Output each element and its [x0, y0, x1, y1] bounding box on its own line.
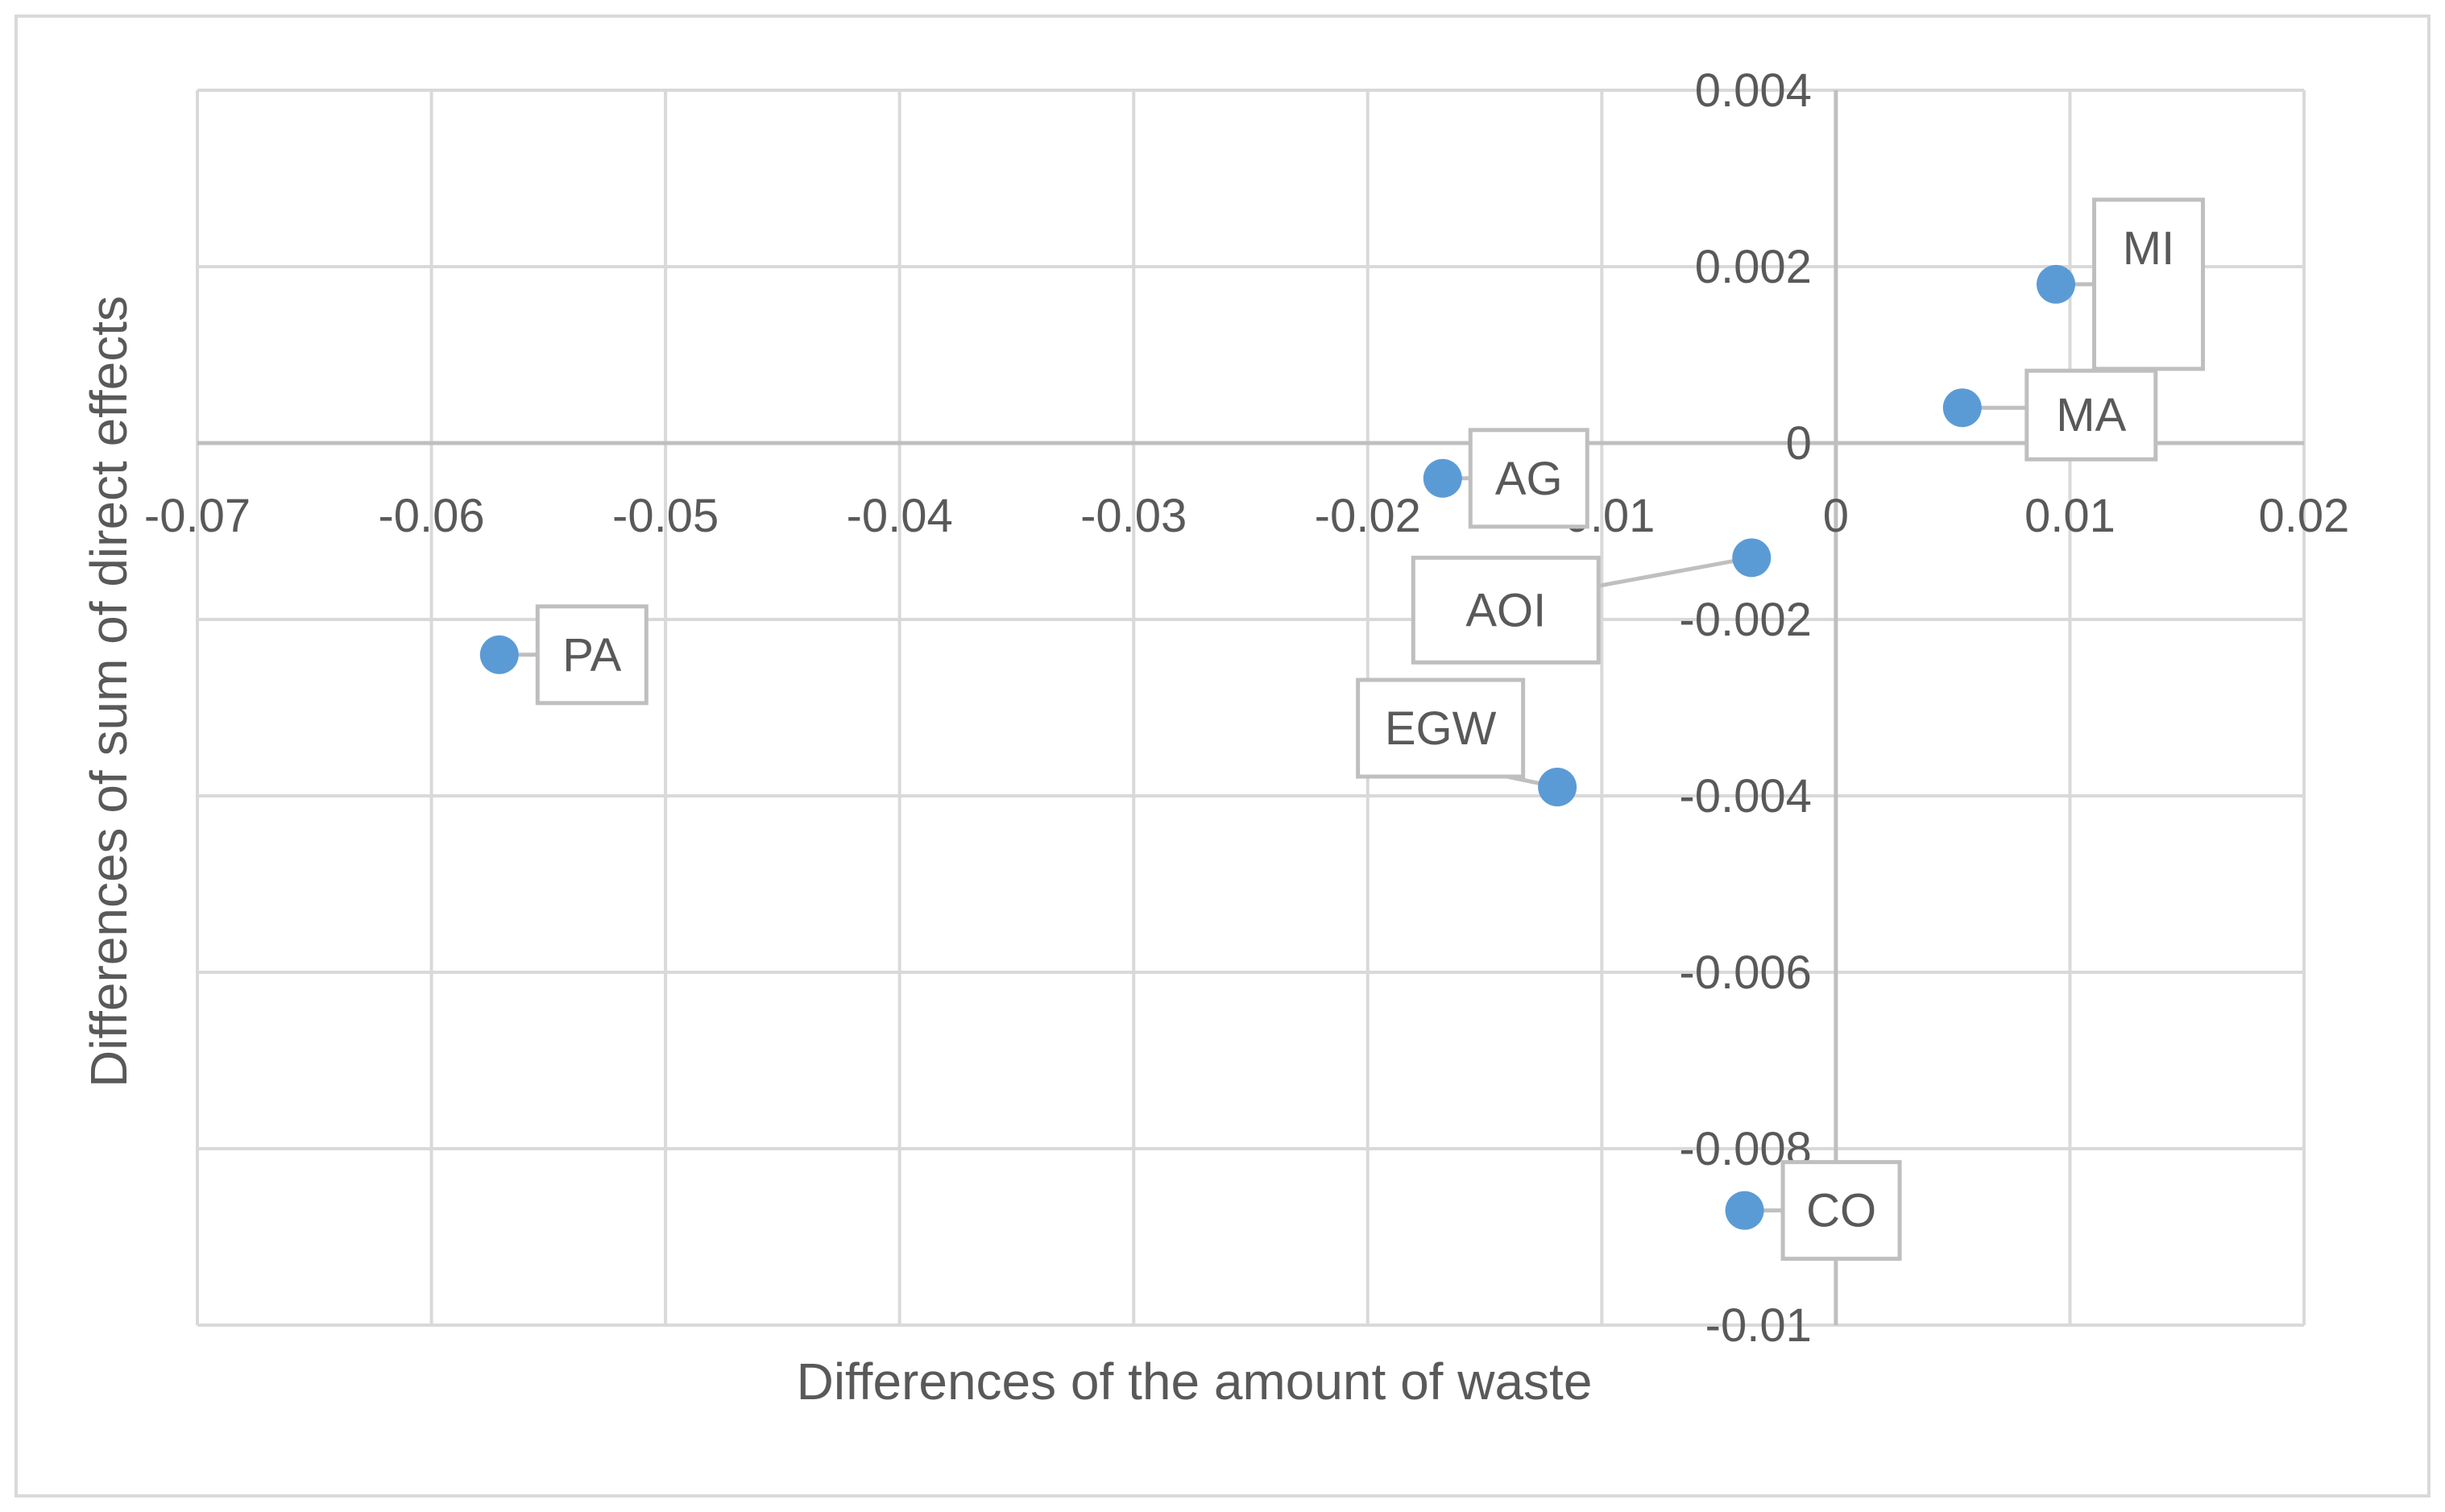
- axes: [197, 90, 2304, 1325]
- data-label-ma: MA: [2056, 389, 2126, 441]
- data-label-egw: EGW: [1385, 702, 1497, 755]
- callout-box: [1468, 428, 1589, 529]
- data-point-ma: [1942, 388, 1982, 428]
- callout-leader: [1598, 555, 1752, 588]
- x-tick-label: -0.04: [847, 490, 953, 542]
- chart-border: [15, 14, 2430, 1498]
- x-tick-label: 0.02: [2259, 490, 2350, 542]
- data-point-ag: [1423, 458, 1462, 498]
- x-tick-label: 0.01: [2024, 490, 2116, 542]
- callout-box: [1356, 677, 1526, 779]
- callout-box: [535, 604, 649, 706]
- tick-labels: -0.07 -0.06 -0.05 -0.04 -0.03 -0.02 -0.01 0 0.01…: [144, 64, 2350, 1352]
- data-label-mi: MI: [2123, 222, 2174, 275]
- data-point-egw: [1538, 768, 1577, 807]
- y-tick-label: -0.006: [1679, 947, 1811, 999]
- data-point-mi: [2037, 264, 2076, 304]
- data-point-pa: [479, 635, 519, 674]
- data-label-co: CO: [1806, 1185, 1876, 1237]
- data-points: [479, 264, 2076, 1230]
- callout-box: [1411, 555, 1601, 665]
- y-tick-label: -0.002: [1679, 594, 1811, 646]
- y-tick-label: 0.002: [1695, 241, 1812, 293]
- y-tick-label: 0: [1786, 417, 1812, 470]
- data-label-pa: PA: [562, 629, 621, 681]
- y-tick-label: -0.004: [1679, 770, 1811, 822]
- x-tick-label: -0.02: [1315, 490, 1421, 542]
- x-axis-title: Differences of the amount of waste: [797, 1353, 1593, 1411]
- y-axis-title: Differences of sum of direct effects: [80, 296, 138, 1087]
- data-label-callouts: MI MA AG AOI PA EGW CO: [499, 197, 2206, 1261]
- data-label-ag: AG: [1495, 453, 1563, 505]
- x-tick-label: 0: [1823, 490, 1849, 542]
- y-tick-label: -0.01: [1705, 1299, 1812, 1352]
- callout-box: [2024, 368, 2158, 462]
- data-point-aoi: [1732, 538, 1772, 578]
- data-point-co: [1725, 1191, 1764, 1230]
- x-tick-label: -0.06: [378, 490, 484, 542]
- x-tick-label: -0.07: [144, 490, 251, 542]
- x-tick-label: -0.05: [612, 490, 719, 542]
- data-label-aoi: AOI: [1465, 584, 1546, 636]
- y-tick-label: 0.004: [1695, 64, 1812, 117]
- callout-box: [1780, 1160, 1902, 1261]
- x-tick-label: -0.03: [1080, 490, 1187, 542]
